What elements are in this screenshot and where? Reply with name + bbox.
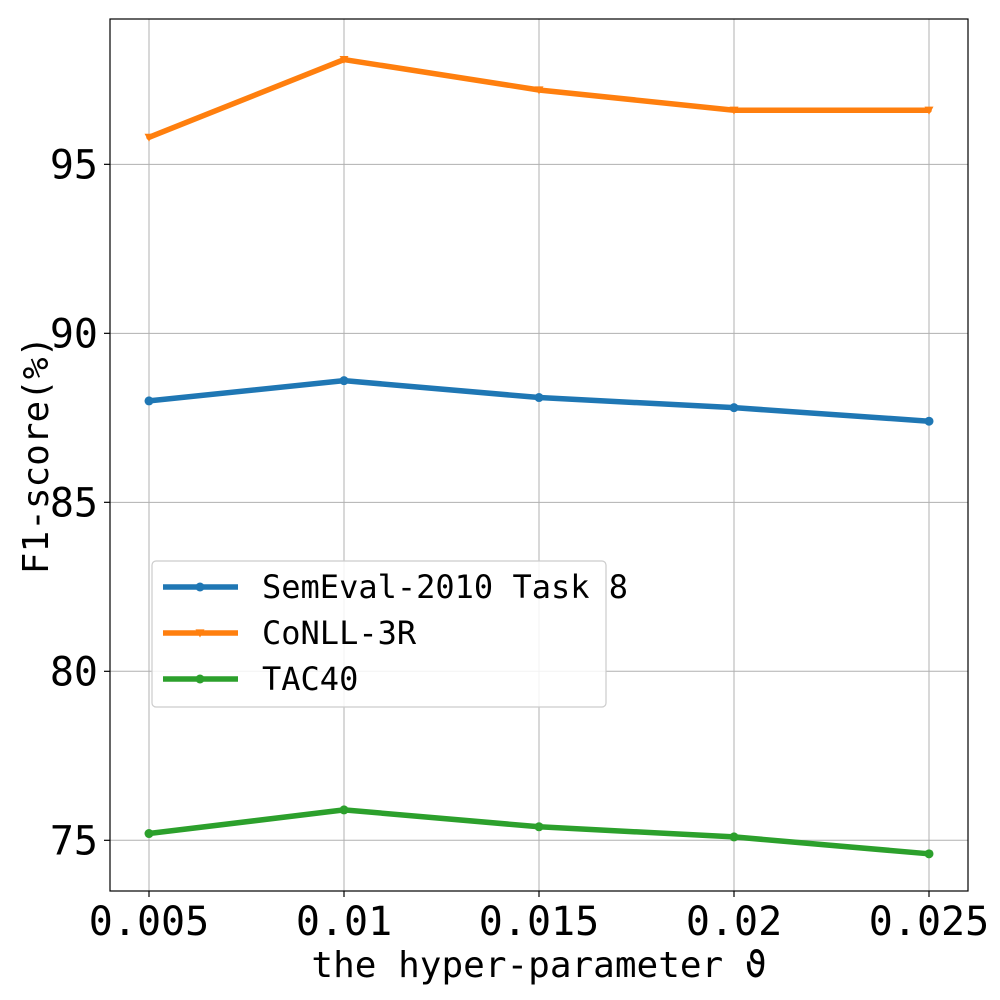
data-point — [729, 106, 739, 115]
legend: SemEval-2010 Task 8 CoNLL-3R TAC40 — [151, 560, 628, 708]
series-0 — [144, 376, 934, 426]
series-1 — [144, 55, 934, 142]
legend-item: TAC40 — [163, 660, 358, 698]
legend-marker — [195, 674, 205, 684]
tick-labels: 0.005 0.01 0.015 0.02 0.025 75 80 85 90 95 — [50, 142, 989, 945]
data-point — [729, 832, 739, 842]
series-lines — [144, 55, 934, 859]
legend-item: CoNLL-3R — [163, 614, 417, 652]
legend-label: CoNLL-3R — [262, 614, 417, 652]
y-axis-title: F1-score(%) — [16, 336, 57, 574]
x-tick-label: 0.025 — [869, 899, 989, 945]
data-point — [339, 55, 349, 65]
y-tick-label: 85 — [50, 480, 98, 526]
x-tick-label: 0.01 — [296, 899, 392, 945]
grid — [110, 19, 968, 891]
legend-label: TAC40 — [262, 660, 358, 698]
data-point — [144, 829, 154, 839]
y-tick-label: 80 — [50, 649, 98, 695]
data-point — [534, 822, 544, 832]
legend-marker — [195, 629, 205, 638]
data-point — [534, 393, 544, 403]
legend-label: SemEval-2010 Task 8 — [262, 568, 628, 606]
series-2 — [144, 805, 934, 859]
legend-box — [151, 560, 607, 708]
y-tick-label: 95 — [50, 142, 98, 188]
x-axis-title: the hyper-parameter ϑ — [311, 945, 766, 986]
data-point — [339, 376, 349, 386]
data-point — [924, 106, 934, 115]
data-point — [729, 403, 739, 413]
data-point — [924, 849, 934, 859]
x-tick-label: 0.02 — [686, 899, 782, 945]
data-point — [339, 805, 349, 815]
legend-marker — [195, 582, 205, 592]
y-tick-label: 90 — [50, 311, 98, 357]
data-point — [144, 396, 154, 406]
x-tick-label: 0.005 — [89, 899, 209, 945]
y-tick-label: 75 — [50, 818, 98, 864]
data-point — [144, 133, 154, 142]
data-point — [534, 86, 544, 95]
data-point — [924, 416, 934, 426]
x-tick-label: 0.015 — [479, 899, 599, 945]
legend-item: SemEval-2010 Task 8 — [163, 568, 628, 606]
